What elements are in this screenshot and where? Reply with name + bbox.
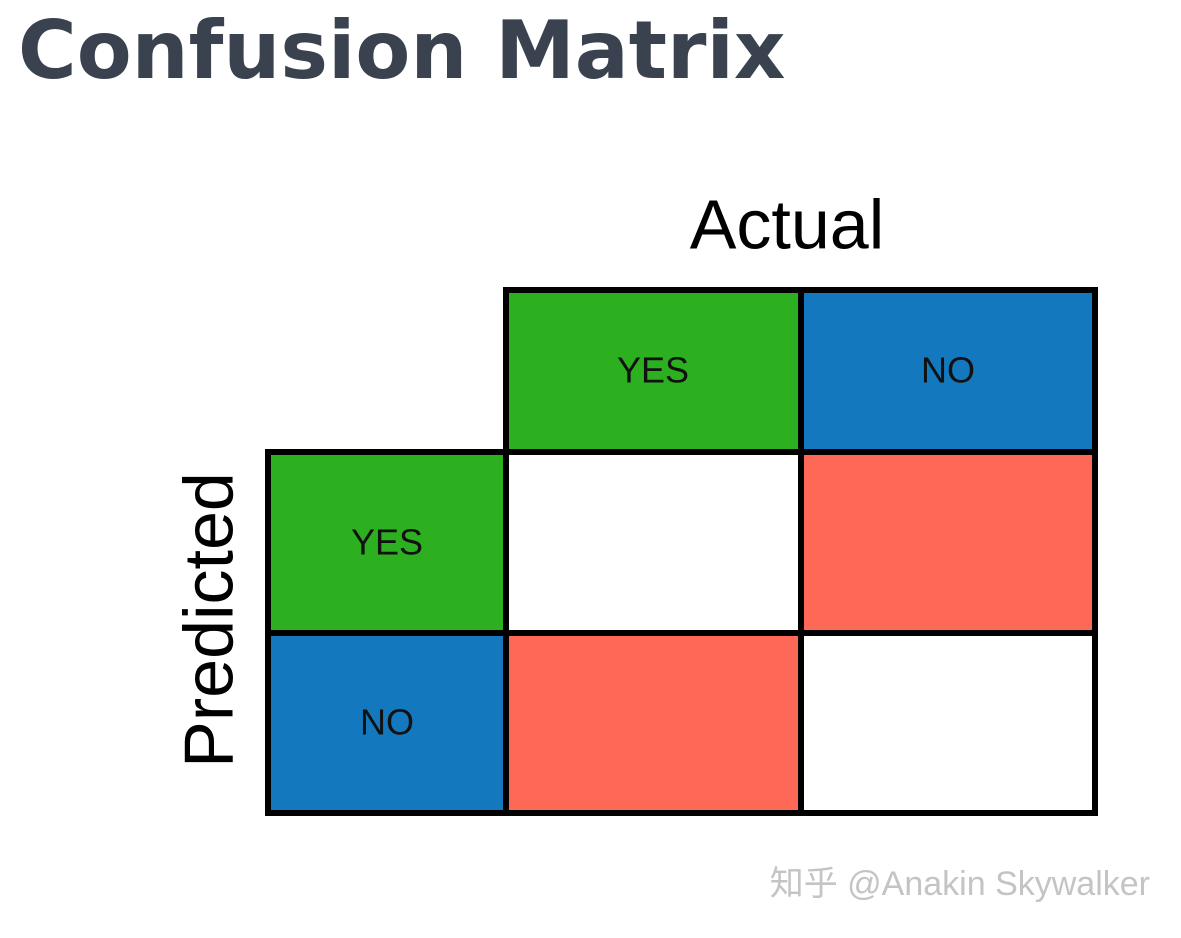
matrix-cell	[503, 449, 804, 636]
column-header: NO	[921, 350, 975, 391]
matrix-cell	[503, 630, 804, 816]
matrix-cell	[798, 630, 1098, 816]
column-header-cell	[798, 287, 1098, 455]
column-header: YES	[617, 350, 689, 391]
row-header: YES	[351, 522, 423, 563]
watermark: 知乎 @Anakin Skywalker	[770, 865, 1150, 903]
matrix-cell	[798, 449, 1098, 636]
column-header-cell	[503, 287, 804, 455]
title: Confusion Matrix	[18, 4, 786, 97]
actual-label: Actual	[690, 185, 885, 263]
predicted-label: Predicted	[169, 472, 247, 768]
row-header: NO	[360, 702, 414, 743]
